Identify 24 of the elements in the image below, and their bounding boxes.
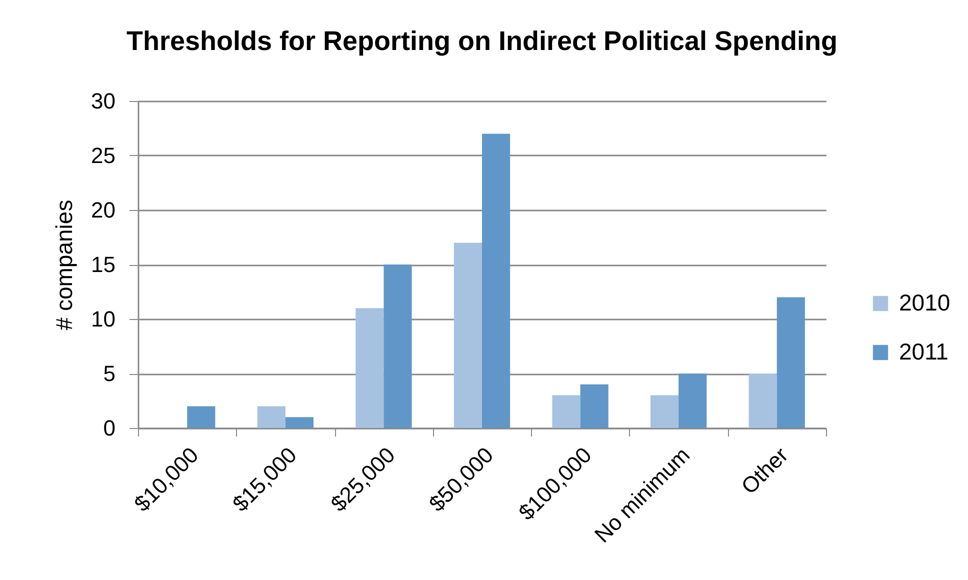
- bar: [187, 406, 216, 428]
- bar: [482, 134, 510, 428]
- y-tick-label: 20: [91, 198, 116, 222]
- bar: [356, 308, 384, 428]
- chart-title: Thresholds for Reporting on Indirect Political Spending: [126, 26, 838, 56]
- legend-label: 2011: [899, 338, 948, 364]
- legend-label: 2010: [899, 290, 950, 316]
- y-tick-label: 10: [91, 306, 116, 332]
- bar: [552, 395, 580, 428]
- bar: [454, 242, 482, 428]
- bar: [748, 374, 777, 428]
- bar: [580, 384, 608, 428]
- bar: [384, 264, 412, 428]
- y-tick-label: 0: [103, 416, 116, 440]
- y-tick-label: 15: [91, 252, 116, 277]
- bar: [776, 297, 805, 428]
- y-tick-label: 30: [91, 88, 116, 114]
- y-axis-title: # companies: [51, 200, 78, 330]
- y-tick-label: 25: [91, 143, 116, 168]
- bar: [678, 374, 707, 428]
- bar: [285, 417, 314, 428]
- y-tick-label: 5: [103, 361, 116, 386]
- bar: [257, 406, 286, 428]
- bar: [650, 395, 679, 428]
